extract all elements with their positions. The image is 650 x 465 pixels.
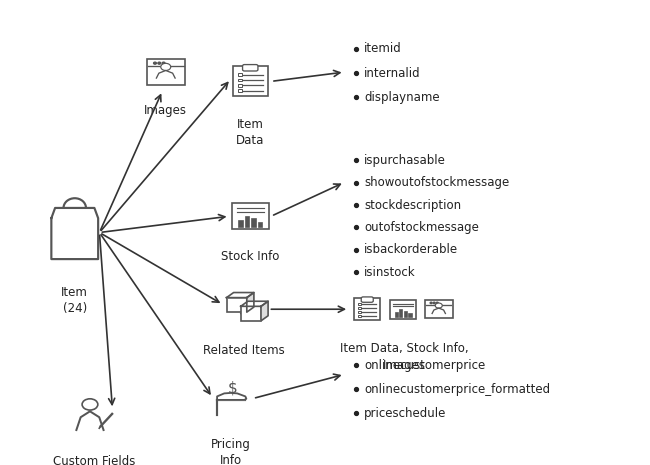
Polygon shape [226, 292, 254, 298]
Text: Item Data, Stock Info,
Images: Item Data, Stock Info, Images [340, 342, 469, 372]
Bar [226, 298, 247, 312]
Bar [399, 309, 402, 317]
Bar [252, 218, 256, 227]
Circle shape [436, 302, 438, 304]
Text: Item
Data: Item Data [236, 118, 265, 146]
Text: Stock Info: Stock Info [221, 250, 280, 263]
Bar [238, 79, 242, 81]
Text: internalid: internalid [364, 66, 421, 80]
Text: displayname: displayname [364, 91, 439, 104]
FancyBboxPatch shape [354, 299, 380, 320]
Circle shape [433, 302, 435, 304]
Text: Images: Images [144, 104, 187, 117]
Circle shape [153, 62, 157, 64]
FancyBboxPatch shape [361, 297, 373, 302]
Circle shape [436, 303, 442, 308]
Bar [404, 311, 407, 317]
Polygon shape [261, 301, 268, 321]
Bar [358, 315, 361, 317]
Circle shape [82, 399, 98, 410]
FancyBboxPatch shape [424, 300, 453, 319]
Text: Item
(24): Item (24) [61, 286, 88, 315]
Polygon shape [51, 208, 98, 259]
Bar [358, 307, 361, 309]
FancyBboxPatch shape [389, 299, 417, 319]
FancyBboxPatch shape [242, 65, 258, 71]
Text: isbackorderable: isbackorderable [364, 243, 458, 256]
Bar [395, 312, 398, 317]
Bar [258, 222, 263, 227]
Text: onlinecustomerprice: onlinecustomerprice [364, 359, 486, 372]
Polygon shape [240, 301, 268, 306]
Text: outofstockmessage: outofstockmessage [364, 221, 479, 234]
Bar [408, 313, 411, 317]
FancyBboxPatch shape [146, 60, 185, 85]
Text: Pricing
Info: Pricing Info [211, 438, 251, 465]
Text: showoutofstockmessage: showoutofstockmessage [364, 176, 509, 189]
Text: stockdescription: stockdescription [364, 199, 461, 212]
Text: priceschedule: priceschedule [364, 407, 447, 420]
Text: isinstock: isinstock [364, 266, 415, 279]
Bar [238, 89, 242, 92]
Bar [358, 311, 361, 313]
Text: onlinecustomerprice_formatted: onlinecustomerprice_formatted [364, 383, 550, 396]
Bar [239, 219, 243, 227]
Circle shape [158, 62, 161, 64]
Circle shape [162, 62, 165, 64]
Text: ispurchasable: ispurchasable [364, 154, 446, 167]
Text: Custom Fields: Custom Fields [53, 455, 135, 465]
Bar [245, 216, 250, 227]
FancyBboxPatch shape [232, 203, 268, 229]
Text: itemid: itemid [364, 42, 402, 55]
Circle shape [430, 302, 432, 304]
Bar [358, 304, 361, 306]
Polygon shape [217, 393, 246, 400]
Circle shape [161, 63, 171, 71]
Text: Related Items: Related Items [203, 344, 285, 357]
Text: $: $ [227, 381, 237, 396]
Bar [240, 306, 261, 321]
Polygon shape [247, 292, 254, 312]
Bar [238, 73, 242, 76]
FancyBboxPatch shape [233, 66, 268, 96]
Bar [238, 84, 242, 86]
